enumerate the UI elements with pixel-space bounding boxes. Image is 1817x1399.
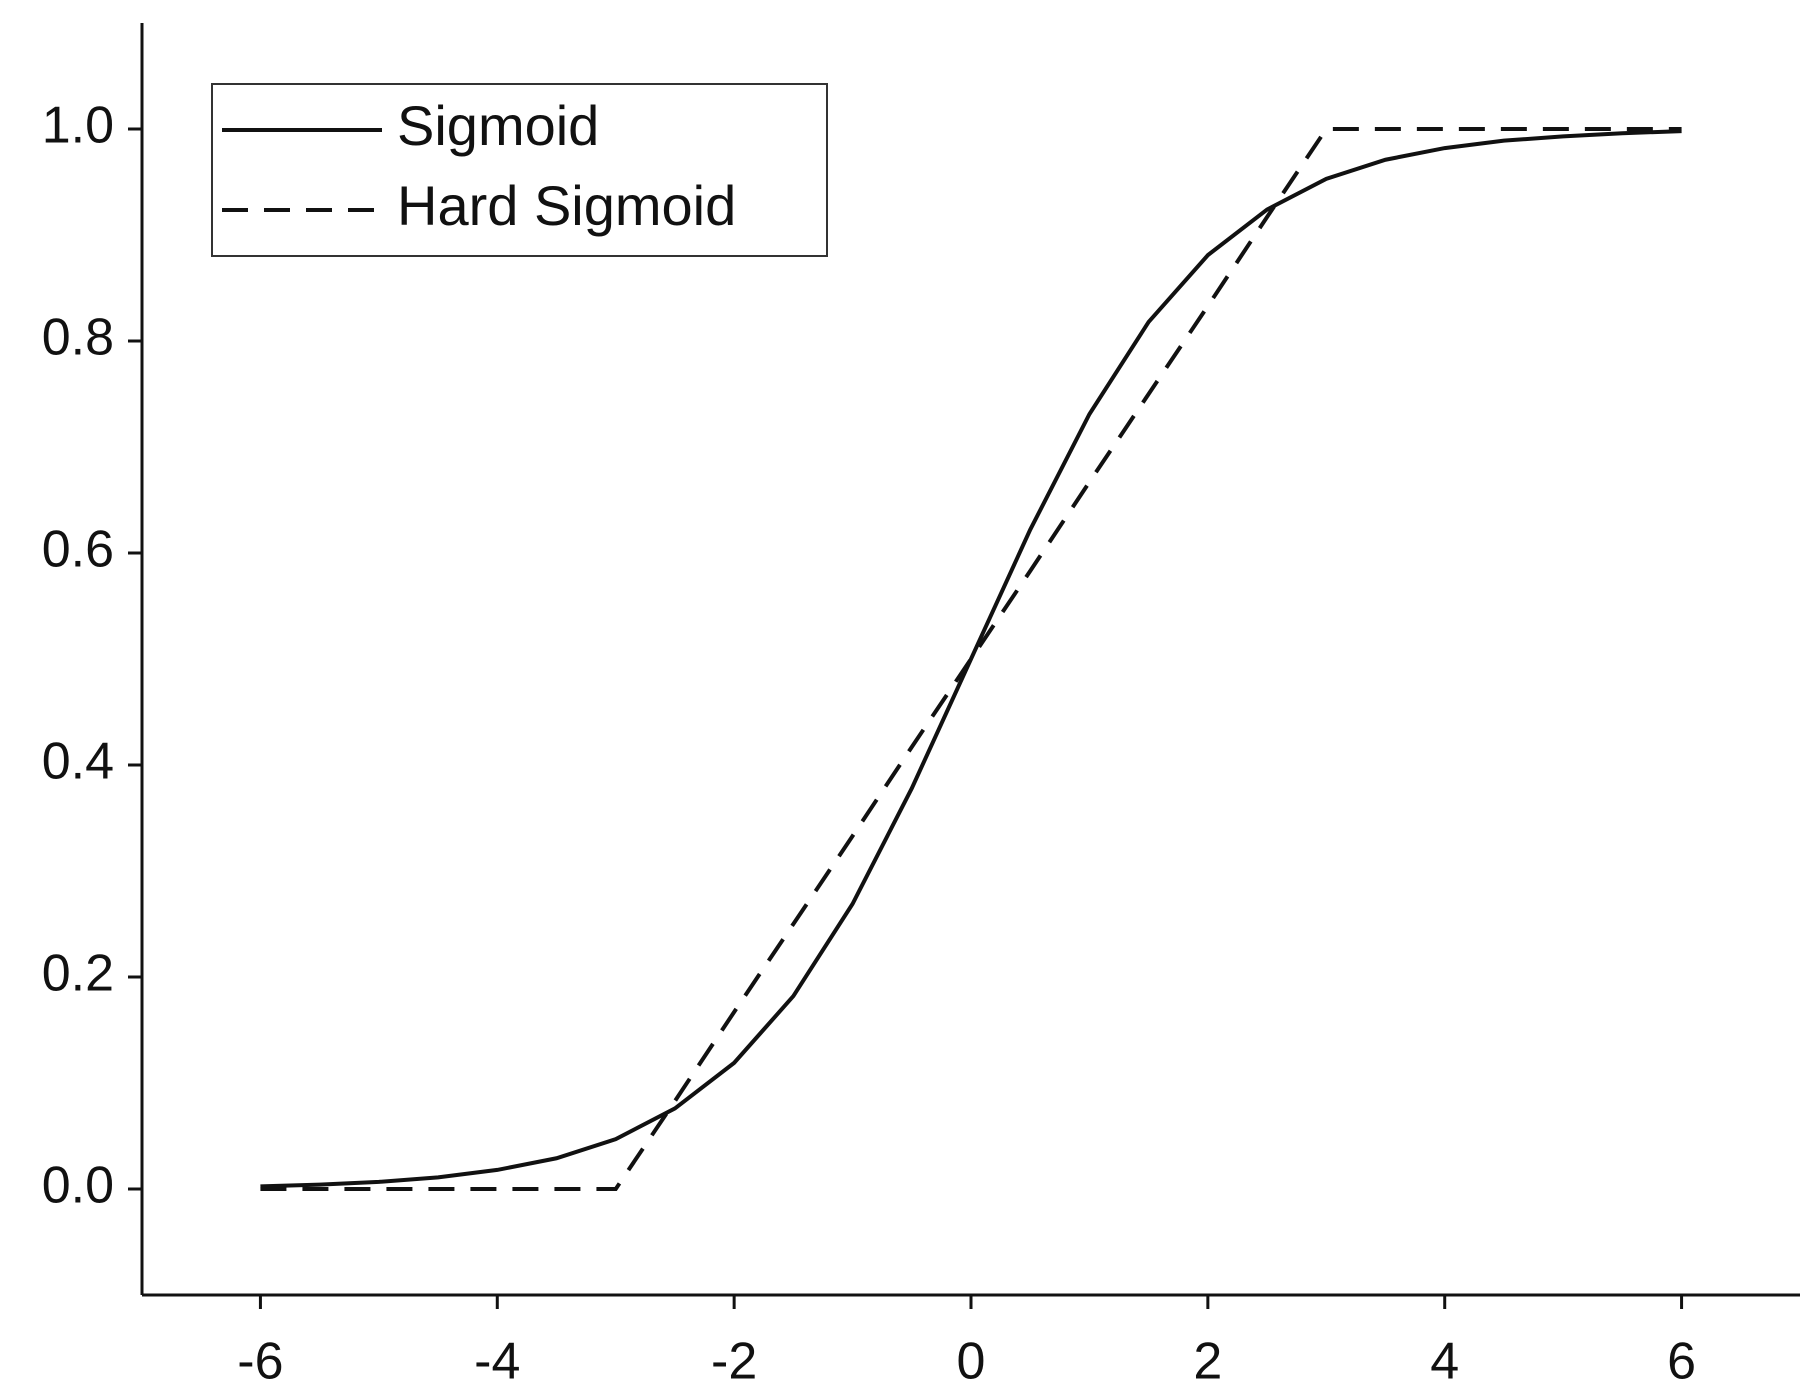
x-tick-label: -6 (237, 1333, 283, 1391)
y-tick-label: 0.8 (42, 309, 114, 367)
y-tick-label: 0.2 (42, 945, 114, 1003)
x-tick-label: 6 (1667, 1333, 1696, 1391)
legend-box (211, 83, 828, 257)
x-tick-label: 2 (1193, 1333, 1222, 1391)
x-tick-label: -2 (711, 1333, 757, 1391)
y-tick-label: 1.0 (42, 97, 114, 155)
y-tick-label: 0.4 (42, 733, 114, 791)
x-tick-label: -4 (474, 1333, 520, 1391)
y-tick-label: 0.6 (42, 521, 114, 579)
x-tick-label: 0 (957, 1333, 986, 1391)
legend-label: Sigmoid (397, 94, 599, 157)
x-tick-label: 4 (1430, 1333, 1459, 1391)
series-line (260, 129, 1682, 1189)
legend-label: Hard Sigmoid (397, 174, 736, 237)
y-tick-label: 0.0 (42, 1157, 114, 1215)
